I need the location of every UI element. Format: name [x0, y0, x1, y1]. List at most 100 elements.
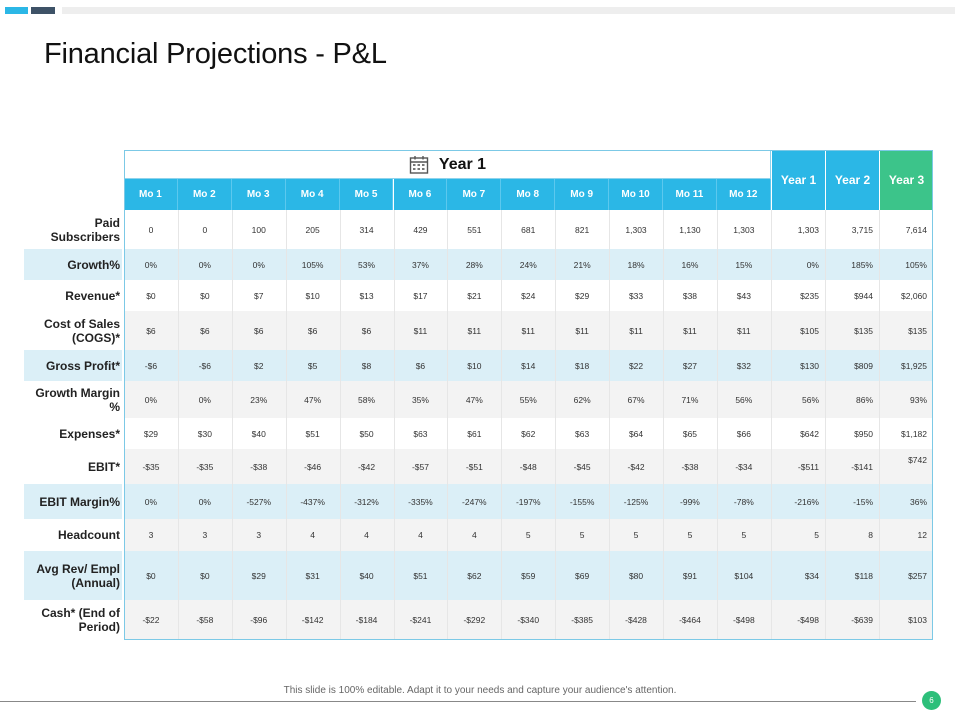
table-cell: $7: [254, 290, 264, 301]
table-cell: 4: [418, 530, 423, 540]
table-cell: $29: [143, 428, 159, 439]
page-title: Financial Projections - P&L: [44, 38, 387, 70]
table-cell: $11: [467, 325, 482, 336]
year-cell: -$498: [797, 615, 819, 625]
table-cell: -335%: [408, 496, 433, 507]
table-cell: -78%: [733, 496, 754, 507]
year-cell: -$141: [851, 461, 873, 472]
table-cell: -$241: [409, 615, 432, 625]
year-cell: 93%: [909, 394, 927, 405]
top-accent-bar: [0, 7, 960, 14]
month-header: Mo 4: [285, 179, 340, 210]
year-cell: $105: [800, 325, 819, 336]
table-cell: $33: [628, 290, 644, 301]
table-cell: 0: [148, 224, 154, 235]
month-header: Mo 9: [555, 179, 610, 210]
table-cell: $6: [307, 325, 318, 336]
column-divider: [447, 210, 449, 640]
table-cell: -$184: [355, 615, 378, 625]
column-divider: [609, 210, 611, 640]
table-cell: $62: [521, 428, 536, 439]
year-cell: $642: [800, 428, 819, 439]
column-divider: [393, 210, 395, 640]
month-header: Mo 11: [663, 179, 717, 210]
table-cell: 35%: [411, 394, 429, 405]
table-cell: 24%: [519, 259, 537, 270]
row-label: Growth%: [24, 249, 122, 280]
row-band: [124, 449, 933, 484]
table-cell: 821: [575, 224, 590, 235]
table-cell: $104: [734, 570, 754, 581]
table-cell: $11: [683, 325, 697, 336]
table-cell: -312%: [354, 496, 379, 507]
table-cell: $64: [628, 428, 644, 439]
table-cell: $22: [628, 360, 644, 371]
table-cell: $11: [413, 325, 428, 336]
table-cell: -$34: [735, 461, 753, 472]
year-cell: $742: [908, 455, 927, 465]
page-number-badge: 6: [922, 691, 941, 710]
table-cell: $0: [200, 290, 210, 301]
table-cell: $43: [736, 290, 751, 301]
column-divider: [879, 210, 880, 640]
month-header: Mo 12: [716, 179, 771, 210]
accent-segment-grey: [62, 7, 955, 14]
row-band: [124, 249, 933, 280]
table-cell: $13: [359, 290, 374, 301]
table-cell: 5: [741, 530, 747, 540]
table-cell: -247%: [462, 496, 487, 507]
table-cell: $6: [361, 325, 372, 336]
table-cell: $6: [415, 360, 426, 371]
year-cell: $809: [854, 360, 873, 371]
year-cell: $130: [800, 360, 819, 371]
table-cell: -$45: [573, 461, 591, 472]
row-label: Cost of Sales (COGS)*: [43, 316, 120, 345]
year-cell: $2,060: [901, 290, 927, 301]
row-band: [124, 350, 933, 381]
table-cell: 3: [148, 530, 154, 540]
table-cell: -$46: [304, 461, 322, 472]
table-cell: -$340: [517, 615, 540, 625]
table-cell: $69: [575, 570, 590, 581]
table-cell: 551: [467, 224, 482, 235]
table-cell: 58%: [358, 394, 376, 405]
year-cell: 3,715: [851, 224, 873, 235]
month-header: Mo 2: [177, 179, 232, 210]
table-cell: 314: [359, 224, 374, 235]
table-cell: $31: [305, 570, 320, 581]
table-cell: 4: [310, 530, 315, 540]
table-cell: 3: [202, 530, 208, 540]
table-cell: 1,130: [679, 224, 701, 235]
row-band: [124, 381, 933, 418]
table-cell: $11: [629, 325, 643, 336]
table-cell: $62: [467, 570, 482, 581]
column-divider: [501, 210, 503, 640]
row-label: Cash* (End of Period): [41, 606, 120, 634]
column-divider: [825, 210, 826, 640]
year-cell: -$639: [851, 615, 873, 625]
table-cell: -$22: [142, 615, 160, 625]
table-cell: 429: [413, 224, 428, 235]
table-cell: -$6: [144, 360, 158, 371]
month-header: Mo 7: [447, 179, 502, 210]
year-cell: $235: [800, 290, 819, 301]
year-cell: -216%: [794, 496, 819, 507]
year-cell: 7,614: [905, 224, 927, 235]
row-band: [124, 280, 933, 311]
table-cell: $24: [521, 290, 536, 301]
table-cell: -$51: [465, 461, 483, 472]
table-cell: $61: [467, 428, 482, 439]
row-label: Avg Rev/ Empl (Annual): [24, 551, 122, 600]
year-header: Year 2: [825, 150, 879, 210]
year-cell: $1,925: [901, 360, 927, 371]
month-header: Mo 10: [609, 179, 663, 210]
table-cell: -$48: [519, 461, 537, 472]
table-cell: 53%: [358, 259, 376, 270]
year-cell: 56%: [801, 394, 819, 405]
column-divider: [770, 210, 772, 640]
table-cell: -$428: [625, 615, 647, 625]
table-cell: 62%: [573, 394, 591, 405]
year1-label: Year 1: [438, 155, 487, 173]
table-cell: 0: [202, 224, 208, 235]
table-cell: $0: [146, 570, 156, 581]
